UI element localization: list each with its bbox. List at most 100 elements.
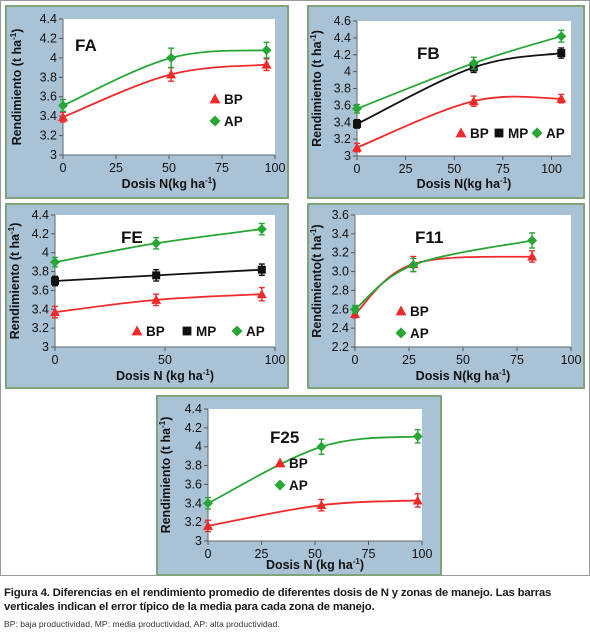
legend-marker-ap [231,325,243,337]
chart-f25: 3 3.2 3.4 3.6 3.8 4 4.2 4.4 0 25 50 75 100 Dosis N (k… [158,402,433,572]
legend-label-mp: MP [508,126,528,141]
data-point-bp [58,112,68,122]
data-point-ap [203,498,213,509]
y-tick-label: 4 [195,440,202,454]
x-tick-label: 25 [255,547,269,561]
y-tick-label: 3 [195,534,202,548]
data-point-mp [51,277,59,285]
figure-caption: Figura 4. Diferencias en el rendimiento … [4,587,552,613]
chart-panel-fa: 3 3.2 3.4 3.6 3.8 4 4.2 4.4 0 25 50 75 100 Dosis N(kg… [5,5,289,199]
x-tick-label: 100 [265,353,286,367]
legend-marker-bp [209,93,221,104]
chart-title: FE [121,228,143,247]
data-point-mp [557,49,566,58]
y-tick-label: 3.8 [32,265,49,279]
data-point-bp [527,251,538,261]
y-tick-label: 4.2 [185,421,202,435]
y-tick-label: 4 [344,65,351,79]
y-tick-label: 3.4 [40,109,57,123]
y-tick-label: 3.4 [334,115,351,129]
legend-marker-ap [395,327,407,339]
y-tick-label: 3.6 [32,283,49,297]
x-tick-label: 0 [352,353,359,367]
x-axis-label: Dosis N(kg ha-1) [416,368,511,383]
legend-marker-bp [274,457,286,468]
y-tick-label: 2.8 [332,283,349,297]
plot-area [355,215,571,347]
figure-frame: 3 3.2 3.4 3.6 3.8 4 4.2 4.4 0 25 50 75 100 Dosis N(kg… [0,0,590,576]
chart-fa: 3 3.2 3.4 3.6 3.8 4 4.2 4.4 0 25 50 75 100 Dosis N(kg… [9,12,286,191]
y-tick-label: 3 [50,148,57,162]
data-point-bp [151,294,162,304]
legend-marker-ap [274,479,286,491]
y-tick-label: 3.2 [185,515,202,529]
data-point-ap [58,100,68,111]
x-tick-label: 100 [265,161,286,175]
chart-fb: 3 3.2 3.4 3.6 3.8 4 4.2 4.4 4.6 0 25 50 75 100 Dosis N… [309,14,571,191]
y-tick-label: 4 [50,51,57,65]
y-tick-label: 4.6 [334,14,351,28]
x-tick-label: 100 [412,547,433,561]
legend-label-bp: BP [224,92,243,107]
data-point-bp [50,307,60,317]
y-tick-label: 3.4 [185,496,202,510]
chart-title: FA [75,36,97,55]
y-axis-label: Rendimiento (t ha-1) [7,223,22,340]
x-tick-label: 75 [496,162,510,176]
y-tick-label: 2.4 [332,321,349,335]
x-axis-label: Dosis N(kg ha-1) [417,176,512,191]
y-tick-label: 3.4 [332,227,349,241]
x-tick-label: 50 [162,161,176,175]
data-point-bp [316,500,327,510]
x-axis-label: Dosis N(kg ha-1) [122,176,217,191]
x-tick-label: 50 [308,547,322,561]
plot-area [208,409,422,541]
chart-panel-f11: 2.2 2.4 2.6 2.8 3.0 3.2 3.4 3.6 0 25 50 75 100 Dosis … [307,203,585,389]
data-point-ap [527,235,538,246]
data-point-mp [257,265,266,274]
x-tick-label: 0 [354,162,361,176]
legend-marker-mp [182,326,192,336]
y-axis-label: Rendimiento (t ha-1) [158,417,173,534]
chart-f11: 2.2 2.4 2.6 2.8 3.0 3.2 3.4 3.6 0 25 50 75 100 Dosis … [309,208,581,383]
y-axis-label: Rendimiento(t ha-1) [309,224,324,337]
x-tick-label: 25 [402,353,416,367]
y-tick-label: 3.6 [334,98,351,112]
y-tick-label: 3.2 [40,129,57,143]
data-point-bp [261,59,272,69]
y-tick-label: 2.2 [332,340,349,354]
legend-marker-mp [494,128,504,138]
y-tick-label: 3 [42,340,49,354]
y-tick-label: 4.2 [32,227,49,241]
x-tick-label: 0 [205,547,212,561]
data-point-ap [352,103,362,114]
data-point-bp [412,495,423,505]
legend-label-bp: BP [146,324,165,339]
legend-marker-bp [395,305,407,316]
chart-panel-fb: 3 3.2 3.4 3.6 3.8 4 4.2 4.4 4.6 0 25 50 75 100 Dosis N… [307,5,585,199]
y-tick-label: 4 [42,246,49,260]
y-tick-label: 3.2 [332,246,349,260]
legend-label-ap: AP [246,324,265,339]
y-tick-label: 3.6 [332,208,349,222]
data-point-ap [316,441,327,452]
data-point-mp [152,271,161,280]
x-tick-label: 50 [456,353,470,367]
y-tick-label: 3.2 [32,321,49,335]
data-point-ap [166,52,177,63]
chart-panel-f25: 3 3.2 3.4 3.6 3.8 4 4.2 4.4 0 25 50 75 100 Dosis N (k… [156,395,442,576]
chart-title: FB [417,44,440,63]
x-tick-label: 50 [158,353,172,367]
legend-label-ap: AP [410,326,429,341]
data-point-mp [353,119,361,128]
y-tick-label: 3 [344,149,351,163]
figure-caption-note: BP: baja productividad, MP: media produc… [4,619,280,629]
x-tick-label: 25 [399,162,413,176]
chart-fe: 3 3.2 3.4 3.6 3.8 4 4.2 4.4 0 50 100 Dosis N (kg ha… [7,208,286,383]
data-point-ap [261,45,272,56]
y-tick-label: 4.2 [334,48,351,62]
legend-label-bp: BP [289,456,308,471]
series-line-ap [354,239,533,311]
y-tick-label: 4.4 [32,208,49,222]
y-tick-label: 3.6 [185,477,202,491]
